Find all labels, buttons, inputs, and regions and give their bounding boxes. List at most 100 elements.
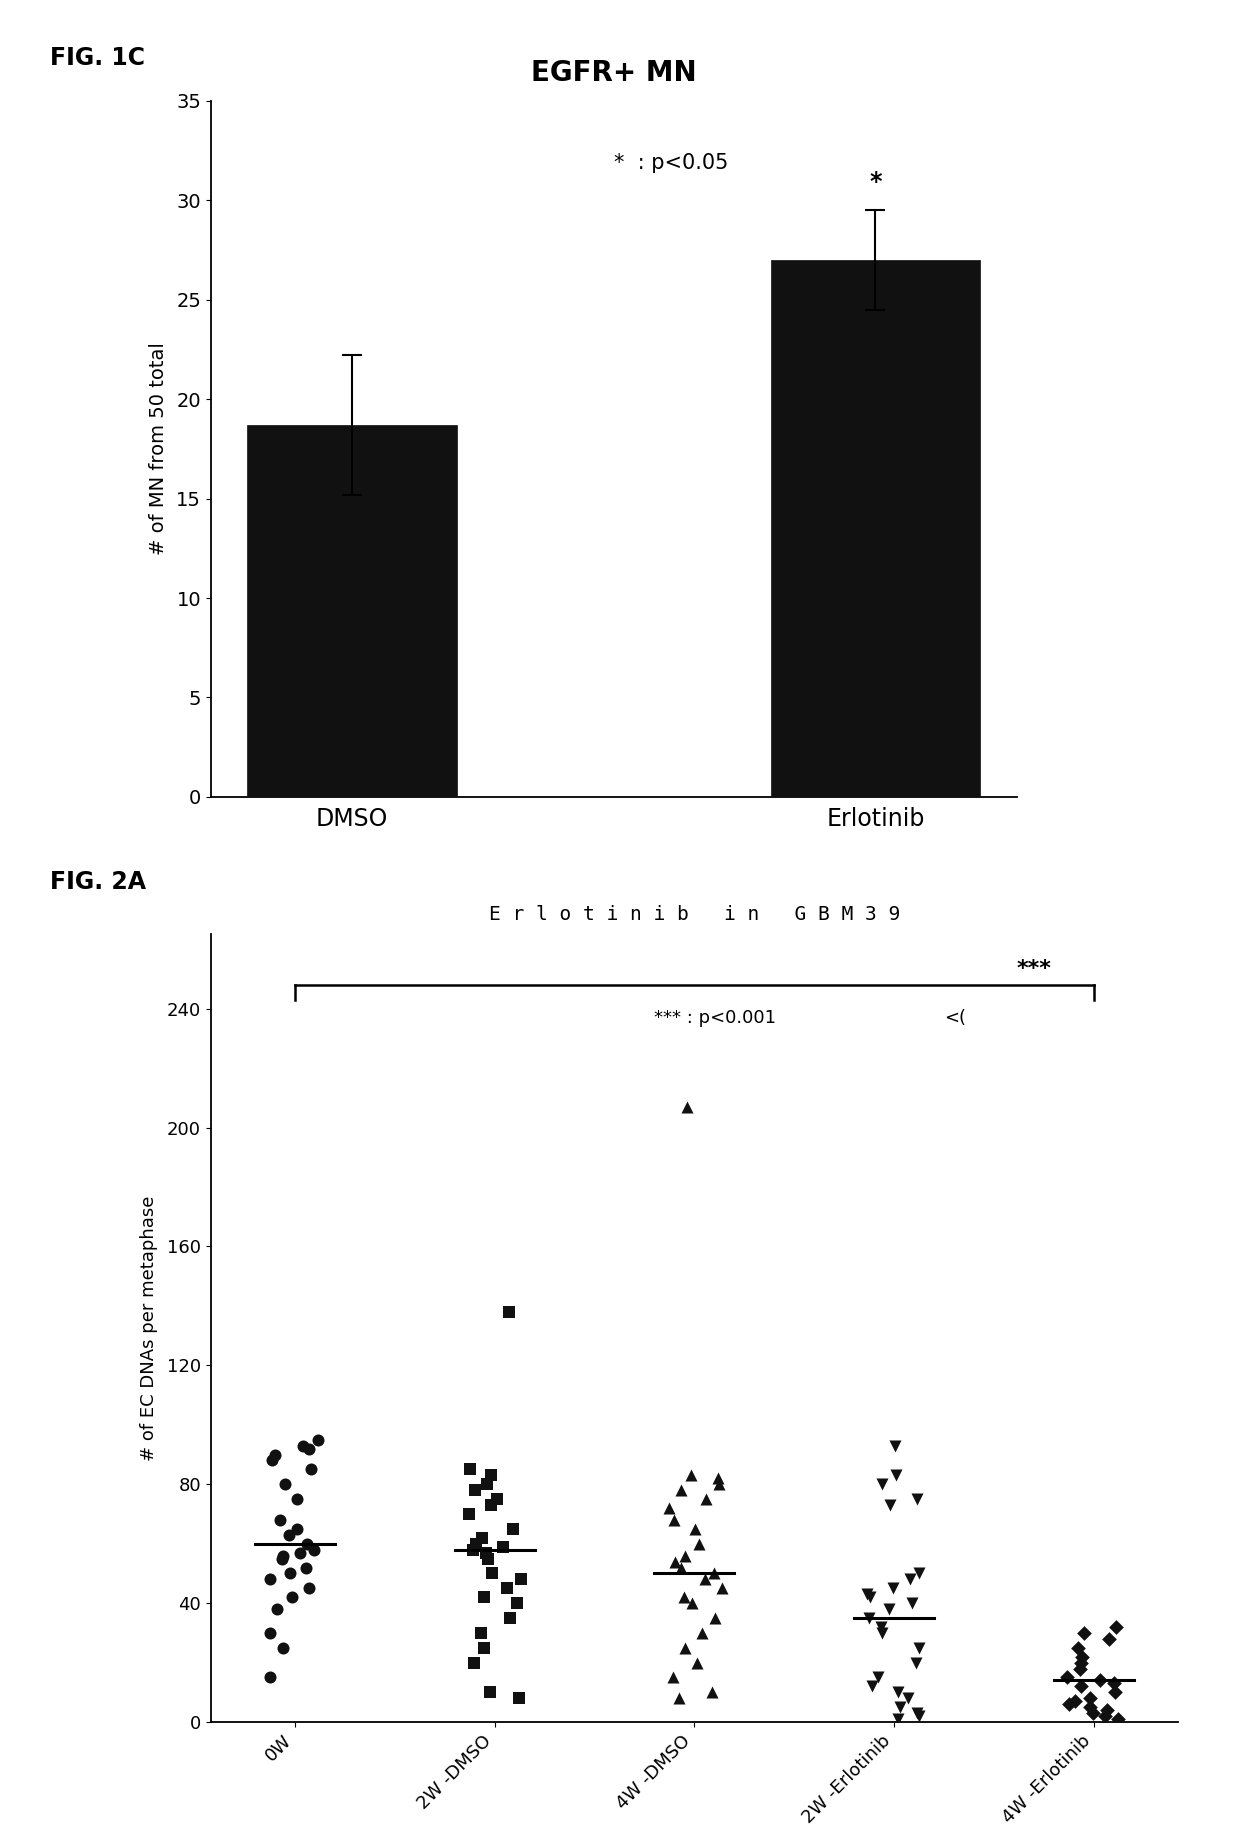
Point xyxy=(879,1594,899,1623)
Point xyxy=(299,1574,319,1603)
Point xyxy=(713,1574,733,1603)
Point xyxy=(275,1469,295,1499)
Point xyxy=(1073,1641,1092,1671)
Point xyxy=(270,1506,290,1535)
Point xyxy=(507,1588,527,1618)
Point xyxy=(665,1546,684,1576)
Point xyxy=(481,1491,501,1521)
Point xyxy=(880,1491,900,1521)
Point xyxy=(689,1530,709,1559)
Point xyxy=(1109,1704,1128,1733)
Text: *: * xyxy=(869,170,882,194)
Point xyxy=(480,1678,500,1707)
Point xyxy=(498,1297,518,1326)
Point xyxy=(259,1618,279,1647)
Point xyxy=(460,1455,480,1484)
Point xyxy=(1065,1687,1085,1717)
Point xyxy=(696,1484,715,1513)
Point xyxy=(474,1583,494,1612)
Text: FIG. 2A: FIG. 2A xyxy=(50,870,145,894)
Point xyxy=(668,1684,688,1713)
Point xyxy=(273,1544,293,1574)
Point xyxy=(264,1440,284,1469)
Point xyxy=(857,1579,877,1608)
Point xyxy=(704,1559,724,1588)
Text: FIG. 1C: FIG. 1C xyxy=(50,46,145,70)
Point xyxy=(890,1693,910,1722)
Point xyxy=(1100,1625,1120,1654)
Point xyxy=(702,1678,722,1707)
Point xyxy=(684,1515,704,1544)
Point xyxy=(497,1574,517,1603)
Point xyxy=(868,1663,888,1693)
Point xyxy=(301,1455,321,1484)
Point xyxy=(481,1460,501,1489)
Point xyxy=(1106,1612,1126,1641)
Point xyxy=(296,1554,316,1583)
Point xyxy=(304,1535,324,1565)
Point xyxy=(1095,1702,1115,1731)
Point xyxy=(487,1484,507,1513)
Point xyxy=(299,1434,319,1464)
Point xyxy=(492,1532,512,1561)
Point xyxy=(1068,1632,1087,1662)
Point xyxy=(479,1544,498,1574)
Point xyxy=(1080,1693,1100,1722)
Point xyxy=(471,1618,491,1647)
Point xyxy=(872,1469,892,1499)
Point xyxy=(511,1565,531,1594)
Point xyxy=(1090,1665,1110,1695)
Point xyxy=(694,1565,714,1594)
Point xyxy=(260,1565,280,1594)
Point xyxy=(692,1618,712,1647)
Point xyxy=(909,1559,929,1588)
Point xyxy=(708,1464,728,1493)
Y-axis label: # of EC DNAs per metaphase: # of EC DNAs per metaphase xyxy=(140,1196,159,1460)
Point xyxy=(906,1649,926,1678)
Point xyxy=(481,1559,501,1588)
Point xyxy=(665,1506,684,1535)
Point xyxy=(463,1535,482,1565)
Point xyxy=(885,1460,905,1489)
Point xyxy=(283,1583,303,1612)
Point xyxy=(477,1469,497,1499)
Point xyxy=(903,1588,923,1618)
Point xyxy=(466,1530,486,1559)
Point xyxy=(1105,1669,1125,1698)
Point xyxy=(859,1583,879,1612)
Point xyxy=(883,1574,903,1603)
Point xyxy=(1070,1673,1090,1702)
Point xyxy=(675,1632,694,1662)
Point xyxy=(1074,1618,1094,1647)
Point xyxy=(510,1684,529,1713)
Point xyxy=(502,1515,522,1544)
Point xyxy=(906,1484,926,1513)
Point xyxy=(260,1663,280,1693)
Point xyxy=(1080,1684,1100,1713)
Point xyxy=(663,1663,683,1693)
Point xyxy=(1071,1649,1091,1678)
Point xyxy=(909,1632,929,1662)
Point xyxy=(273,1632,293,1662)
Text: ***: *** xyxy=(1017,958,1052,978)
Point xyxy=(267,1594,286,1623)
Point xyxy=(279,1521,299,1550)
Point xyxy=(888,1704,908,1733)
Point xyxy=(1083,1698,1102,1728)
Point xyxy=(675,1583,694,1612)
Point xyxy=(671,1475,691,1504)
Point xyxy=(280,1559,300,1588)
Point xyxy=(459,1499,479,1528)
Point xyxy=(862,1673,882,1702)
Point xyxy=(273,1541,293,1570)
Point xyxy=(677,1092,697,1121)
Point xyxy=(1056,1663,1076,1693)
Point xyxy=(660,1493,680,1522)
Point xyxy=(296,1530,316,1559)
Point xyxy=(900,1565,920,1594)
Point xyxy=(290,1539,310,1568)
Point xyxy=(671,1554,691,1583)
Bar xyxy=(248,425,456,797)
Point xyxy=(908,1698,928,1728)
Point xyxy=(262,1445,281,1475)
